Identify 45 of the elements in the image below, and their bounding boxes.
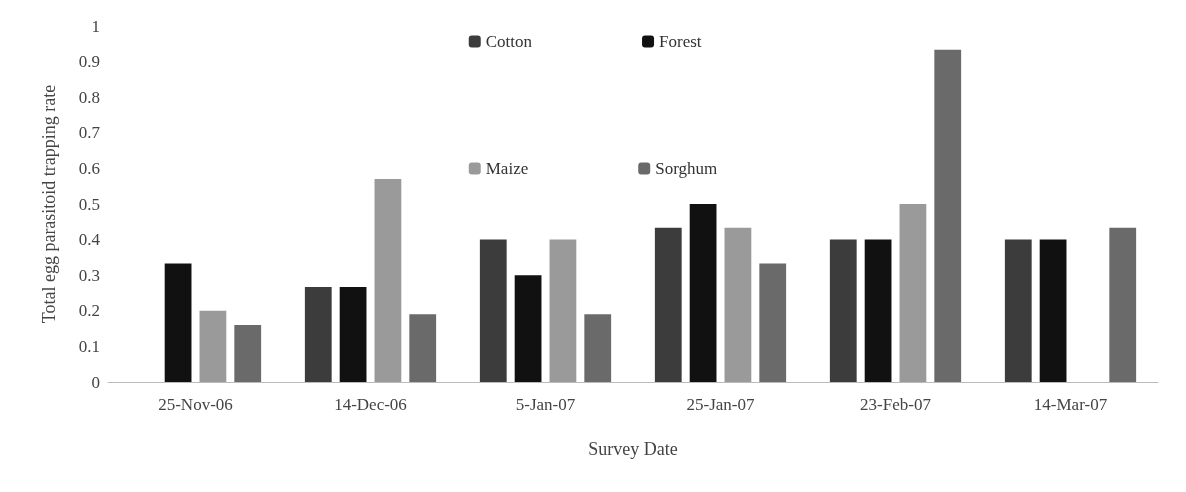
x-tick-label: 25-Jan-07 xyxy=(686,395,755,414)
bar xyxy=(234,325,262,382)
bar xyxy=(864,239,892,382)
y-tick-label: 0.4 xyxy=(78,230,101,250)
y-tick-label: 0.9 xyxy=(78,52,100,72)
bar xyxy=(514,275,542,382)
y-tick-label: 1 xyxy=(91,16,100,36)
bar xyxy=(724,227,752,382)
bar xyxy=(164,263,192,382)
bar xyxy=(584,314,612,382)
y-tick-label: 0 xyxy=(91,372,100,392)
legend-label: Maize xyxy=(485,159,529,178)
y-tick-label: 0.7 xyxy=(78,123,101,143)
bar xyxy=(549,239,577,382)
bar xyxy=(1004,239,1032,382)
bar xyxy=(759,263,787,382)
bar xyxy=(479,239,507,382)
bar xyxy=(339,286,367,382)
y-tick-label: 0.1 xyxy=(78,336,100,356)
bar xyxy=(199,310,227,382)
bar xyxy=(1109,227,1137,382)
bar xyxy=(374,179,402,382)
y-tick-label: 0.3 xyxy=(78,265,100,285)
x-tick-label: 23-Feb-07 xyxy=(860,395,932,414)
x-tick-label: 25-Nov-06 xyxy=(158,395,233,414)
x-axis-title: Survey Date xyxy=(588,439,678,459)
bar xyxy=(654,227,682,382)
y-tick-label: 0.6 xyxy=(78,158,100,178)
x-tick-label: 14-Dec-06 xyxy=(334,395,407,414)
x-tick-label: 14-Mar-07 xyxy=(1033,395,1108,414)
bar xyxy=(304,286,332,382)
legend-label: Cotton xyxy=(485,32,533,51)
y-tick-label: 0.2 xyxy=(78,301,100,321)
legend-label: Forest xyxy=(659,32,702,51)
y-tick-label: 0.8 xyxy=(78,87,100,107)
y-axis-title: Total egg parasitoid trapping rate xyxy=(39,84,59,324)
bar xyxy=(829,239,857,382)
bar xyxy=(409,314,437,382)
bar xyxy=(899,204,927,382)
bar xyxy=(689,204,717,382)
bar xyxy=(1039,239,1067,382)
y-tick-label: 0.5 xyxy=(78,194,100,214)
bar xyxy=(934,49,962,382)
x-tick-label: 5-Jan-07 xyxy=(515,395,576,414)
legend-label: Sorghum xyxy=(655,159,718,178)
